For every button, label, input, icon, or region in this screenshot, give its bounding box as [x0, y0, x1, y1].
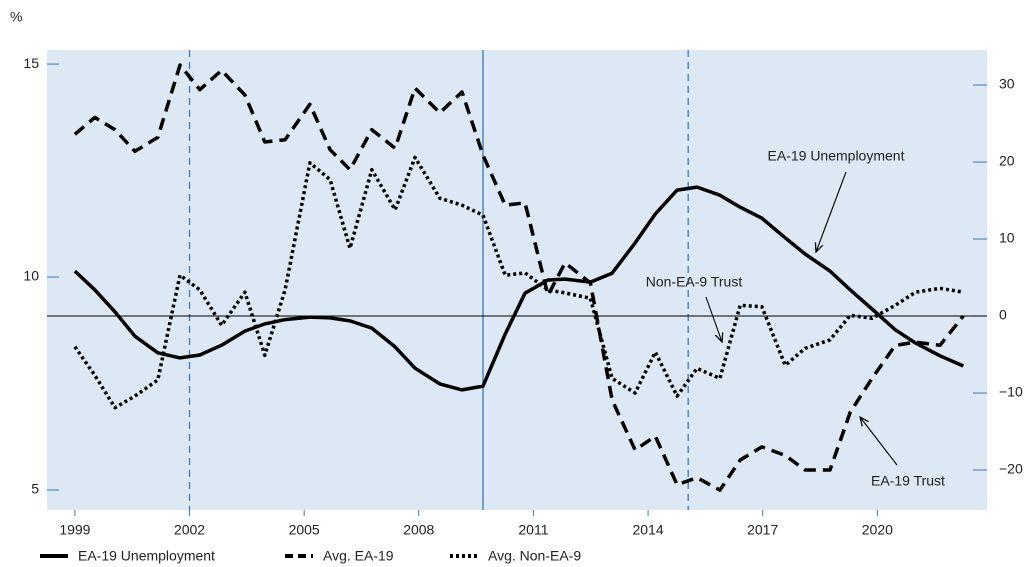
x-tick-label: 2011 [518, 522, 548, 538]
y2-tick-label: 0 [999, 307, 1007, 323]
x-tick-label: 2020 [862, 522, 893, 538]
y2-tick-label: −20 [999, 461, 1023, 477]
x-tick-label: 2005 [289, 522, 320, 538]
y-tick-label: 5 [31, 481, 39, 497]
x-tick-label: 2014 [632, 522, 663, 538]
y2-tick-label: 20 [999, 153, 1015, 169]
y2-tick-label: 10 [999, 230, 1015, 246]
annotation-arrow [705, 296, 722, 342]
y-unit-label: % [10, 9, 22, 25]
y-tick-label: 10 [23, 268, 39, 284]
legend-label: Avg. EA-19 [323, 548, 394, 564]
y2-tick-label: 30 [999, 76, 1015, 92]
y-tick-label: 15 [23, 55, 39, 71]
x-tick-label: 2017 [747, 522, 778, 538]
y2-tick-label: −10 [999, 384, 1023, 400]
series-line [73, 185, 965, 392]
x-tick-label: 2002 [174, 522, 205, 538]
x-tick-label: 2008 [403, 522, 434, 538]
series-line [73, 155, 964, 410]
plot-background [47, 50, 987, 510]
annotation: Non-EA-9 Trust [646, 274, 743, 290]
legend-label: EA-19 Unemployment [78, 548, 215, 564]
legend-label: Avg. Non-EA-9 [488, 548, 581, 564]
annotation: EA-19 Trust [871, 473, 945, 489]
series-line [73, 63, 965, 492]
x-tick-label: 1999 [59, 522, 90, 538]
annotation-arrow [860, 417, 898, 466]
annotation-arrow [816, 171, 847, 252]
annotation: EA-19 Unemployment [768, 148, 905, 164]
